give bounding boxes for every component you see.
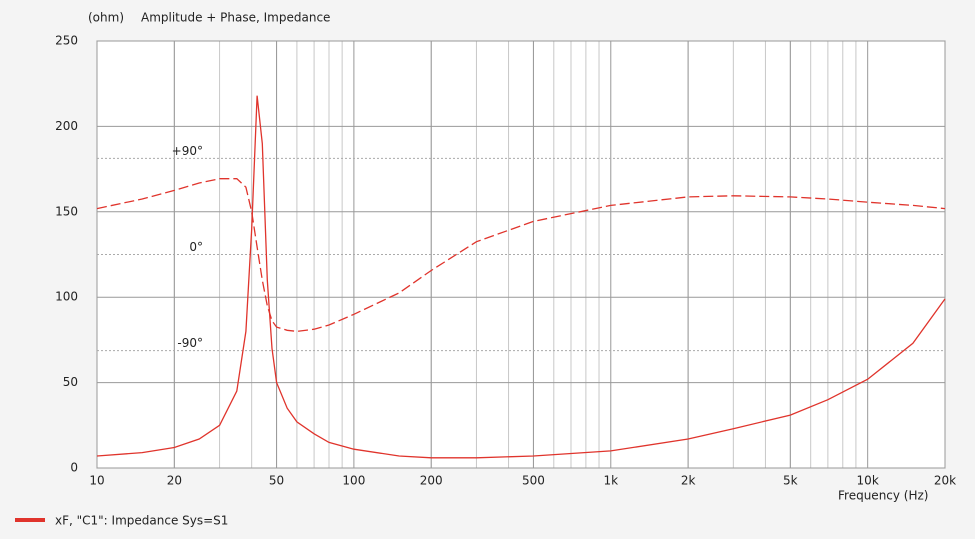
y2-tick-label: -90° xyxy=(177,336,203,350)
x-tick-label: 1k xyxy=(603,474,618,488)
x-tick-label: 10k xyxy=(857,474,879,488)
x-tick-label: 10 xyxy=(89,474,104,488)
x-tick-label: 2k xyxy=(681,474,696,488)
x-tick-label: 200 xyxy=(420,474,443,488)
x-tick-label: 20 xyxy=(167,474,182,488)
x-tick-label: 5k xyxy=(783,474,798,488)
y-tick-label: 250 xyxy=(55,34,78,48)
y-tick-label: 200 xyxy=(55,119,78,133)
x-tick-label: 500 xyxy=(522,474,545,488)
series-line xyxy=(96,95,946,459)
x-tick-label: 50 xyxy=(269,474,284,488)
series-line xyxy=(96,178,946,333)
y-tick-label: 150 xyxy=(55,204,78,218)
y-tick-label: 100 xyxy=(55,290,78,304)
x-tick-label: 20k xyxy=(934,474,956,488)
y-tick-label: 0 xyxy=(70,461,78,475)
y-axis-label: (ohm) xyxy=(88,11,124,25)
y-tick-label: 50 xyxy=(63,375,78,389)
x-axis-label: Frequency (Hz) xyxy=(838,489,929,503)
chart-title: Amplitude + Phase, Impedance xyxy=(141,11,330,25)
x-tick-label: 100 xyxy=(342,474,365,488)
legend-label: xF, "C1": Impedance Sys=S1 xyxy=(55,514,228,528)
y2-tick-label: 0° xyxy=(189,240,203,254)
y2-tick-label: +90° xyxy=(172,144,203,158)
